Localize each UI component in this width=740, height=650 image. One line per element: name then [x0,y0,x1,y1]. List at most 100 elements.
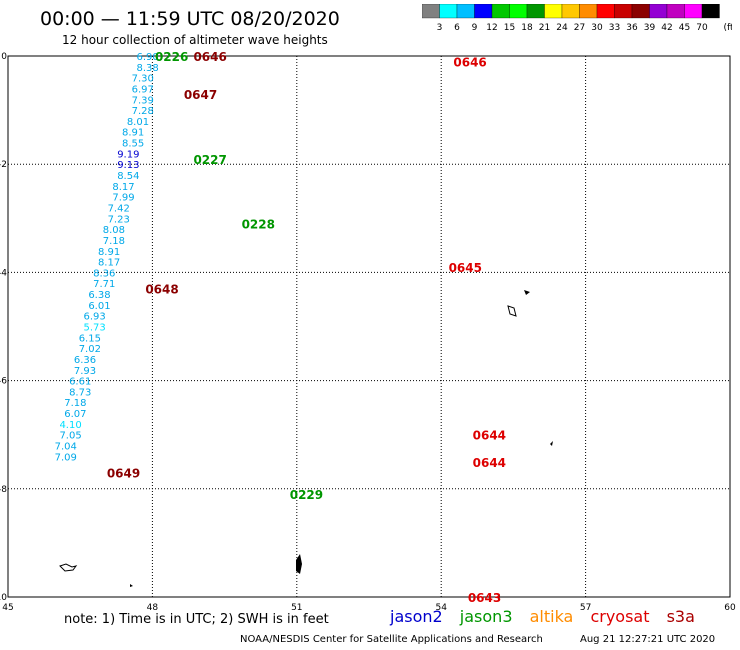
wave-height-label: 8.08 [103,225,125,236]
wave-height-label: 8.54 [117,171,139,182]
wave-height-label: 4.10 [59,420,81,431]
wave-height-label: 7.23 [108,214,130,225]
wave-height-label: 7.18 [103,236,125,247]
colorbar-tick-label: 45 [679,23,690,33]
wave-height-label: 8.91 [98,247,120,258]
legend-jason3: jason3 [459,607,513,626]
wave-height-label: 7.42 [108,203,130,214]
colorbar-tick-label: 24 [556,23,568,33]
wave-height-label: 8.17 [98,258,120,269]
colorbar-tick-label: 70 [696,23,708,33]
wave-height-label: 8.91 [122,128,144,139]
y-tick-label: -10 [0,593,7,603]
colorbar-tick-label: 15 [504,23,515,33]
colorbar-tick-label: 42 [661,23,672,33]
x-tick-label: 57 [580,603,591,613]
wave-height-label: 7.99 [112,193,134,204]
note-text: note: 1) Time is in UTC; 2) SWH is in fe… [64,612,329,627]
x-tick-label: 48 [147,603,159,613]
colorbar-tick-label: 30 [591,23,603,33]
wave-height-label: 7.02 [79,344,101,355]
coastline-shape [130,584,133,587]
credit-line: NOAA/NESDIS Center for Satellite Applica… [240,634,543,645]
colorbar-unit-label: (ft) [724,23,733,33]
colorbar-tick-label: 12 [486,23,497,33]
pass-time-label: 0643 [468,591,501,605]
pass-time-label: 0645 [449,261,482,275]
wave-height-label: 7.04 [55,442,77,453]
x-tick-label: 51 [291,603,302,613]
wave-height-label: 8.38 [136,63,158,74]
chart-subtitle: 12 hour collection of altimeter wave hei… [62,33,328,47]
y-tick-label: -4 [0,268,7,278]
coastline-shape [296,554,302,574]
wave-height-label: 6.01 [88,301,110,312]
legend-cryosat: cryosat [590,607,650,626]
pass-time-label: 0227 [193,153,226,167]
wave-height-label: 7.18 [64,398,86,409]
wave-height-label: 8.55 [122,139,144,150]
pass-time-label: 0644 [473,429,506,443]
wave-height-label: 9.19 [117,149,139,160]
wave-height-label: 7.39 [132,95,154,106]
y-tick-label: 0 [1,52,7,62]
pass-time-label: 0226 [155,50,188,64]
colorbar-tick-label: 9 [472,23,478,33]
colorbar-tick-label: 6 [454,23,460,33]
chart-title: 00:00 — 11:59 UTC 08/20/2020 [40,8,340,30]
coastline-shape [507,305,517,317]
wave-height-label: 9.13 [117,160,139,171]
pass-time-label: 0644 [473,456,506,470]
wave-height-label: 8.73 [69,387,91,398]
legend-altika: altika [529,607,574,626]
colorbar-swatch [701,4,720,19]
colorbar-tick-label: 3 [437,23,443,33]
wave-height-label: 6.93 [84,312,106,323]
pass-time-label: 0646 [453,55,486,69]
generation-timestamp: Aug 21 12:27:21 UTC 2020 [580,634,716,645]
wave-height-label: 6.38 [88,290,110,301]
y-tick-label: -8 [0,485,7,495]
wave-height-label: 7.28 [132,106,154,117]
x-tick-label: 60 [724,603,736,613]
colorbar-tick-label: 39 [644,23,656,33]
y-tick-label: -6 [0,377,7,387]
wave-height-label: 7.93 [74,366,96,377]
wave-height-label: 7.30 [132,74,154,85]
wave-height-label: 6.36 [74,355,96,366]
colorbar-tick-label: 27 [574,23,585,33]
pass-time-label: 0228 [242,218,275,232]
colorbar-tick-label: 21 [539,23,550,33]
pass-time-label: 0648 [145,283,178,297]
colorbar-tick-label: 33 [609,23,620,33]
wave-height-label: 5.73 [84,323,106,334]
wave-height-label: 7.71 [93,279,115,290]
pass-time-label: 0649 [107,467,140,481]
x-tick-label: 45 [2,603,13,613]
wave-height-label: 8.01 [127,117,149,128]
coastline-shape [550,441,553,446]
coastline-shape [524,290,530,295]
wave-height-label: 7.09 [55,452,77,463]
pass-time-label: 0229 [290,488,323,502]
wave-height-label: 6.97 [132,84,154,95]
plot-frame [7,55,731,598]
wave-height-label: 6.90 [136,52,158,63]
pass-time-label: 0647 [184,88,217,102]
colorbar-tick-label: 36 [626,23,638,33]
legend-jason2: jason2 [390,607,443,626]
wave-height-label: 8.17 [112,182,134,193]
wave-height-label: 6.15 [79,333,101,344]
wave-height-label: 6.61 [69,377,91,388]
wave-height-label: 8.36 [93,268,115,279]
legend: jason2 jason3 altika cryosat s3a [390,607,707,626]
y-tick-label: -2 [0,160,7,170]
pass-time-label: 0646 [193,50,226,64]
colorbar-tick-label: 18 [521,23,533,33]
wave-height-label: 6.07 [64,409,86,420]
wave-height-label: 7.05 [59,431,81,442]
legend-s3a: s3a [666,607,695,626]
x-tick-label: 54 [435,603,447,613]
